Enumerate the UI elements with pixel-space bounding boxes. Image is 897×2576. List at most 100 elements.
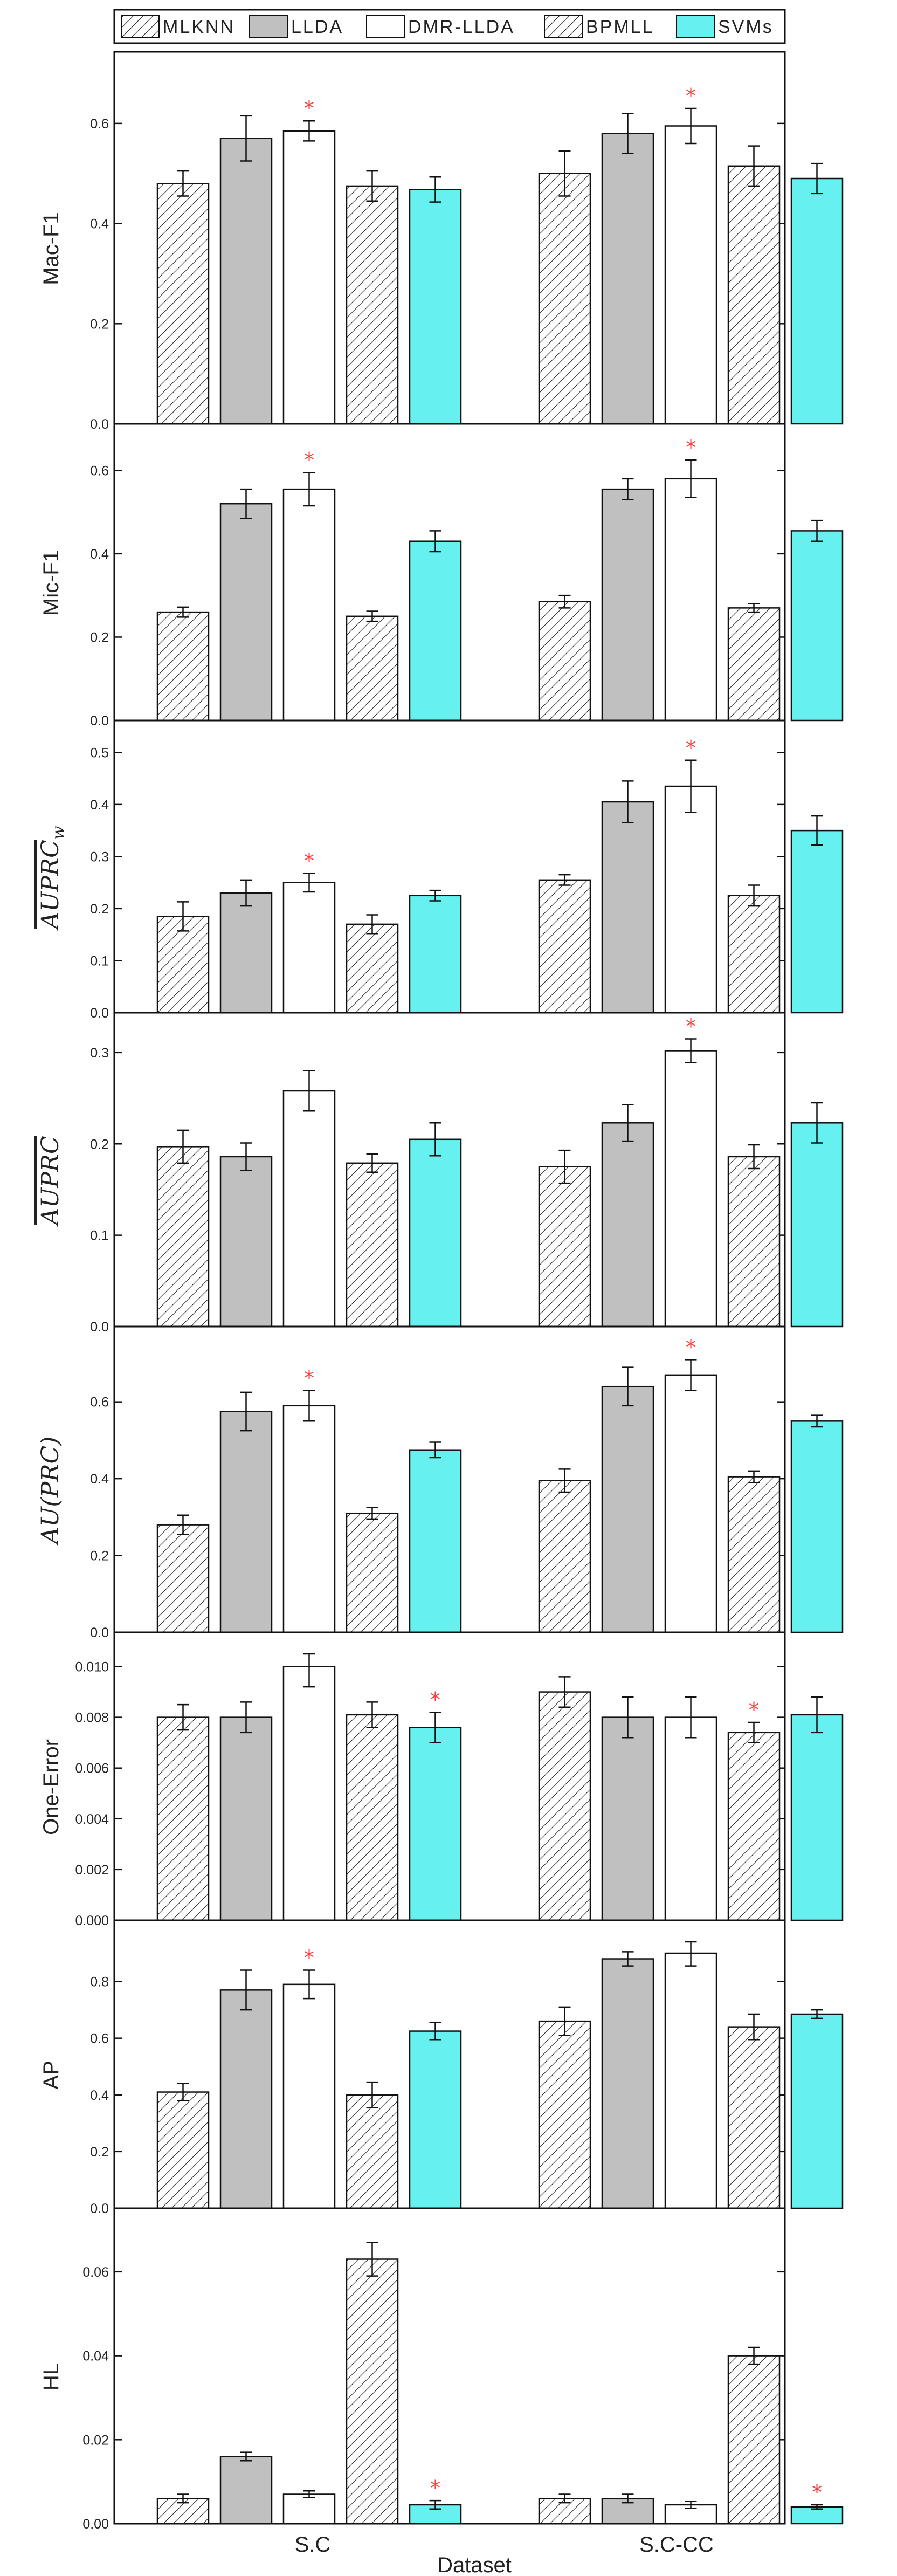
y-tick-label: 0.006 <box>75 1761 109 1776</box>
bar-bpmll-s-c-ap <box>346 2094 399 2209</box>
bar-bpmll-s-c-cc-au-prc <box>727 1476 781 1633</box>
bar-llda-s-c-auprcw <box>219 892 273 1014</box>
bar-svms-s-c-cc-ap <box>790 2013 844 2209</box>
bar-mlknn-s-c-cc-auprcw <box>538 879 591 1014</box>
bar-svms-s-c-cc-mac-f1 <box>790 177 844 425</box>
significance-star: * <box>686 84 696 108</box>
bar-bpmll-s-c-cc-auprcw <box>727 895 781 1014</box>
panel-mic-f1: 0.0 0.2 0.4 0.6 Mic-F1 * * <box>39 423 844 729</box>
bar-bpmll-s-c-cc-auprc <box>727 1156 781 1328</box>
bar-llda-s-c-ap <box>219 1989 273 2209</box>
bar-svms-s-c-mac-f1 <box>409 189 462 425</box>
bar-bpmll-s-c-mic-f1 <box>346 615 399 722</box>
bar-svms-s-c-cc-auprcw <box>790 829 844 1014</box>
legend-swatch-llda <box>249 15 288 38</box>
bar-svms-s-c-cc-one-error <box>790 1714 844 1921</box>
bar-dmr-llda-s-c-cc-auprcw <box>664 785 717 1014</box>
bar-mlknn-s-c-cc-mac-f1 <box>538 173 591 425</box>
y-axis-label-one-error: One-Error <box>39 1739 63 1835</box>
y-tick-label: 0.06 <box>82 2265 109 2280</box>
bar-bpmll-s-c-cc-one-error <box>727 1732 781 1921</box>
bar-llda-s-c-hl <box>219 2456 273 2525</box>
bar-mlknn-s-c-cc-mic-f1 <box>538 601 591 722</box>
legend-swatch-svms <box>676 15 715 38</box>
y-tick-label: 0.010 <box>75 1660 109 1675</box>
bar-dmr-llda-s-c-one-error <box>282 1666 336 1921</box>
bar-llda-s-c-cc-ap <box>601 1958 654 2209</box>
y-axis-label-mic-f1: Mic-F1 <box>39 550 63 616</box>
panel-hl: 0.00 0.02 0.04 0.06 HL * * <box>39 2207 844 2532</box>
y-tick-label: 0.4 <box>90 798 109 813</box>
bar-svms-s-c-cc-au-prc <box>790 1420 844 1633</box>
bar-llda-s-c-cc-one-error <box>601 1716 654 1921</box>
bar-svms-s-c-mic-f1 <box>409 540 462 722</box>
bar-mlknn-s-c-cc-auprc <box>538 1166 591 1328</box>
significance-star: * <box>304 97 314 120</box>
y-tick-label: 0.2 <box>90 1549 109 1564</box>
bar-mlknn-s-c-au-prc <box>156 1524 210 1633</box>
significance-star: * <box>686 436 696 459</box>
bar-dmr-llda-s-c-mic-f1 <box>282 488 336 722</box>
bar-mlknn-s-c-cc-ap <box>538 2020 591 2209</box>
panel-ap: 0.0 0.2 0.4 0.6 0.8 AP * <box>39 1919 844 2216</box>
bar-llda-s-c-mac-f1 <box>219 138 273 425</box>
bar-dmr-llda-s-c-cc-au-prc <box>664 1374 717 1633</box>
y-axis-label-hl: HL <box>39 2363 63 2390</box>
y-tick-label: 0.3 <box>90 849 109 864</box>
significance-star: * <box>686 1335 696 1359</box>
panel-auprc: 0.0 0.1 0.2 0.3 AUPRC * <box>37 1012 844 1335</box>
y-tick-label: 0.4 <box>90 547 109 562</box>
significance-star: * <box>812 2481 822 2504</box>
bar-llda-s-c-one-error <box>219 1716 273 1921</box>
y-tick-label: 0.02 <box>82 2433 109 2448</box>
bar-mlknn-s-c-one-error <box>156 1716 210 1921</box>
category-label-1: S.C-CC <box>639 2533 714 2557</box>
y-tick-label: 0.6 <box>90 1395 109 1410</box>
bar-bpmll-s-c-auprcw <box>346 923 399 1014</box>
bar-mlknn-s-c-mic-f1 <box>156 611 210 722</box>
y-tick-label: 0.0 <box>90 2201 109 2216</box>
category-label-0: S.C <box>295 2533 331 2557</box>
significance-star: * <box>686 1014 696 1038</box>
legend: MLKNN LLDA DMR-LLDA BPMLL SVMs <box>113 9 786 44</box>
bar-mlknn-s-c-ap <box>156 2091 210 2209</box>
y-axis-label-auprc: AUPRC <box>37 1136 64 1227</box>
y-tick-label: 0.4 <box>90 1472 109 1487</box>
y-tick-label: 0.1 <box>90 1228 109 1244</box>
legend-box <box>113 9 786 44</box>
bar-svms-s-c-cc-auprc <box>790 1122 844 1328</box>
bar-dmr-llda-s-c-cc-mic-f1 <box>664 478 717 722</box>
y-tick-label: 0.2 <box>90 2145 109 2160</box>
bar-dmr-llda-s-c-au-prc <box>282 1405 336 1633</box>
x-axis-title: Dataset <box>437 2553 512 2576</box>
y-tick-label: 0.2 <box>90 1137 109 1152</box>
y-tick-label: 0.4 <box>90 2088 109 2103</box>
significance-star: * <box>686 736 696 760</box>
panel-frame <box>113 2207 786 2525</box>
bar-llda-s-c-cc-auprcw <box>601 801 654 1014</box>
panel-auprcw: 0.0 0.1 0.2 0.3 0.4 0.5 AUPRCw * * <box>37 719 844 1021</box>
significance-star: * <box>749 1698 759 1722</box>
panel-mac-f1: 0.0 0.2 0.4 0.6 Mac-F1 * * <box>39 51 844 432</box>
bar-mlknn-s-c-auprc <box>156 1146 210 1328</box>
y-tick-label: 0.4 <box>90 217 109 232</box>
y-axis-label-ap: AP <box>39 2060 63 2089</box>
y-tick-label: 0.6 <box>90 463 109 478</box>
y-axis-label-mac-f1: Mac-F1 <box>39 212 63 285</box>
y-tick-label: 0.004 <box>75 1812 109 1827</box>
y-tick-label: 0.6 <box>90 116 109 132</box>
significance-star: * <box>430 1688 440 1712</box>
bar-dmr-llda-s-c-cc-ap <box>664 1952 717 2209</box>
panel-one-error: 0.000 0.002 0.004 0.006 0.008 0.010 One-Error *… <box>39 1631 844 1928</box>
bar-bpmll-s-c-auprc <box>346 1162 399 1328</box>
significance-star: * <box>304 1946 314 1970</box>
y-tick-label: 0.0 <box>90 1320 109 1335</box>
legend-swatch-dmr-llda <box>366 15 405 38</box>
bar-svms-s-c-au-prc <box>409 1449 462 1633</box>
bar-bpmll-s-c-au-prc <box>346 1512 399 1633</box>
y-tick-label: 0.000 <box>75 1913 109 1928</box>
bar-bpmll-s-c-cc-ap <box>727 2026 781 2209</box>
bar-llda-s-c-au-prc <box>219 1411 273 1633</box>
bar-bpmll-s-c-hl <box>346 2258 399 2525</box>
y-tick-label: 0.002 <box>75 1863 109 1878</box>
